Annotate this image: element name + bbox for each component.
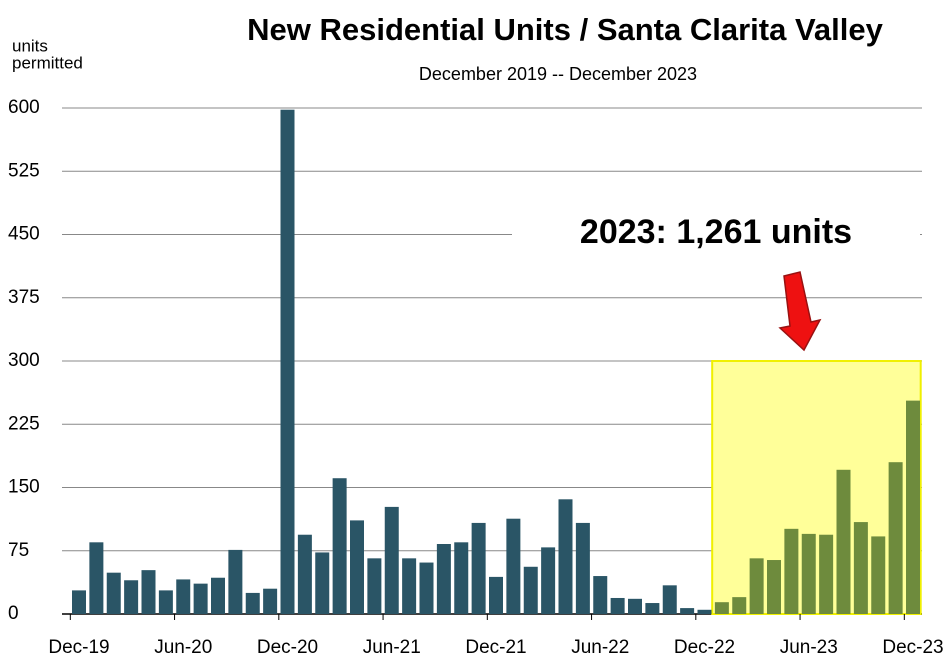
y-tick-label: 225 — [8, 413, 40, 434]
bar — [801, 533, 816, 614]
y-tick-label: 375 — [8, 287, 40, 308]
bar — [211, 577, 225, 614]
y-tick-label: 0 — [8, 603, 19, 624]
bar — [558, 499, 573, 614]
bar — [784, 528, 799, 614]
x-tick-label: Dec-19 — [48, 637, 109, 658]
bar — [89, 542, 104, 614]
bar — [332, 478, 347, 614]
bar — [853, 522, 868, 614]
bar — [228, 549, 243, 614]
bar — [906, 400, 920, 614]
bar — [471, 522, 486, 614]
y-tick-label: 600 — [8, 97, 40, 118]
bar — [610, 597, 625, 614]
bar — [72, 590, 86, 614]
bar — [506, 518, 521, 614]
bar — [158, 590, 173, 614]
chart-title: New Residential Units / Santa Clarita Va… — [247, 12, 883, 47]
bar — [714, 602, 729, 614]
bar — [749, 558, 764, 614]
bar — [280, 109, 295, 614]
bar — [263, 588, 278, 614]
annotation: 2023: 1,261 units — [580, 213, 852, 251]
bar — [541, 547, 556, 614]
bar — [575, 522, 590, 614]
bar — [141, 570, 156, 614]
y-tick-label: 450 — [8, 224, 40, 245]
y-tick-label: 150 — [8, 477, 40, 498]
bar — [193, 583, 208, 614]
chart-subtitle: December 2019 -- December 2023 — [419, 64, 697, 84]
x-tick-label: Dec-23 — [882, 637, 943, 658]
bar — [523, 566, 538, 614]
x-tick-label: Jun-22 — [571, 637, 629, 658]
x-tick-label: Jun-21 — [363, 637, 421, 658]
highlight-region — [711, 360, 922, 615]
bar — [593, 576, 608, 614]
bar — [680, 608, 695, 614]
x-tick-label: Dec-22 — [674, 637, 735, 658]
bar — [176, 579, 191, 614]
bar — [662, 585, 677, 614]
bar — [871, 536, 886, 614]
bar — [888, 462, 903, 614]
annotation-background — [512, 205, 920, 261]
bar — [245, 592, 260, 614]
arrow — [778, 271, 822, 352]
x-tick-label: Jun-20 — [154, 637, 212, 658]
bar — [297, 534, 312, 614]
y-tick-label: 300 — [8, 350, 40, 371]
bar — [819, 534, 834, 614]
bar — [436, 544, 451, 614]
bar — [124, 580, 139, 614]
bar — [419, 562, 434, 614]
bar — [106, 572, 121, 614]
y-axis-label: permitted — [12, 53, 83, 72]
bar — [384, 506, 399, 614]
bar — [402, 558, 417, 614]
bar — [315, 552, 330, 614]
bar — [350, 520, 364, 614]
bar — [836, 469, 851, 614]
x-tick-label: Jun-23 — [780, 637, 838, 658]
background-layer — [62, 107, 922, 615]
y-tick-label: 75 — [8, 540, 29, 561]
bar — [767, 560, 781, 614]
x-tick-label: Dec-20 — [257, 637, 318, 658]
bar — [697, 609, 712, 614]
bar — [367, 558, 382, 614]
bar — [732, 597, 747, 614]
y-axis-label: units — [12, 36, 48, 55]
bar — [628, 598, 642, 614]
y-tick-label: 525 — [8, 160, 40, 181]
x-tick-label: Dec-21 — [465, 637, 526, 658]
bar — [645, 603, 660, 614]
bar — [454, 542, 469, 614]
bar — [489, 576, 503, 614]
